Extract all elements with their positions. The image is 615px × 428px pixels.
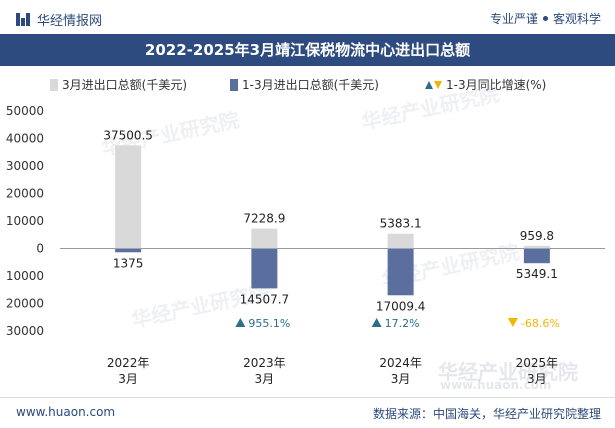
chart: 50000 40000 30000 20000 10000 0 10000 20000 3000… [6,104,605,386]
growth-up-triangle-icon [371,318,382,327]
footer-site-link[interactable]: www.huaon.com [16,405,116,419]
slogan-left: 专业严谨 [489,12,538,26]
logo-bars-icon [16,13,31,26]
down-triangle-icon [434,80,442,89]
data-label-ytd: 17009.4 [376,299,426,313]
y-tick-label: 50000 [6,104,44,118]
bar-march [115,145,142,249]
x-tick-label: 2024年 [379,356,422,370]
legend: 3月进出口总额(千美元) 1-3月进出口总额(千美元) 1-3月同比增速(%) [0,74,615,94]
y-tick-label: 10000 [6,269,44,283]
data-label-march: 5383.1 [380,217,422,231]
footer-source: 数据来源：中国海关，华经产业研究院整理 [372,407,601,421]
growth-label: 17.2% [385,317,420,330]
logo[interactable]: 华经情报网 [16,10,102,29]
up-triangle-icon [425,80,433,89]
y-tick-label: 30000 [6,324,44,338]
y-tick-label: 40000 [6,132,44,146]
data-label-march: 7228.9 [243,212,285,226]
y-tick-label: 20000 [6,297,44,311]
bar-ytd [523,248,550,264]
footer: www.huaon.com 数据来源：中国海关，华经产业研究院整理 [0,397,615,428]
x-tick-label: 2022年 [107,356,150,370]
bar-march [523,245,550,249]
chart-title: 2022-2025年3月靖江保税物流中心进出口总额 [0,34,615,66]
legend-label-growth: 1-3月同比增速(%) [446,78,547,92]
slogan: 专业严谨 客观科学 [490,10,601,27]
y-tick-label: 0 [36,242,44,256]
x-tick-label: 3月 [391,372,411,386]
growth-label: 955.1% [248,317,290,330]
growth-up-triangle-icon [235,318,246,327]
x-tick-label: 2025年 [516,356,559,370]
bar-march [387,233,414,249]
dot-icon [542,16,548,21]
data-label-march: 959.8 [520,229,554,243]
top-bar: 华经情报网 专业严谨 客观科学 [0,0,615,36]
bar-ytd [251,248,278,289]
bar-march [251,228,278,249]
data-label-ytd: 14507.7 [240,292,290,306]
y-tick-label: 20000 [6,187,44,201]
legend-item-march: 3月进出口总额(千美元) [50,76,187,93]
x-tick-label: 3月 [255,372,275,386]
legend-label-march: 3月进出口总额(千美元) [62,78,187,92]
growth-down-triangle-icon [507,318,518,327]
x-tick-label: 3月 [527,372,547,386]
legend-swatch-ytd [230,78,238,91]
data-label-ytd: 1375 [113,256,144,270]
data-label-march: 37500.5 [103,128,153,142]
bar-ytd [115,248,142,253]
legend-item-ytd: 1-3月进出口总额(千美元) [230,76,379,93]
logo-text: 华经情报网 [37,14,103,29]
legend-label-ytd: 1-3月进出口总额(千美元) [242,78,379,92]
y-tick-label: 30000 [6,159,44,173]
legend-swatch-march [50,78,58,91]
bar-ytd [387,248,414,296]
legend-item-growth: 1-3月同比增速(%) [425,76,546,93]
x-tick-label: 3月 [118,372,138,386]
x-tick-label: 2023年 [243,356,286,370]
data-label-ytd: 5349.1 [516,267,558,281]
slogan-right: 客观科学 [552,12,601,26]
growth-label: -68.6% [521,317,560,330]
y-tick-label: 10000 [6,214,44,228]
